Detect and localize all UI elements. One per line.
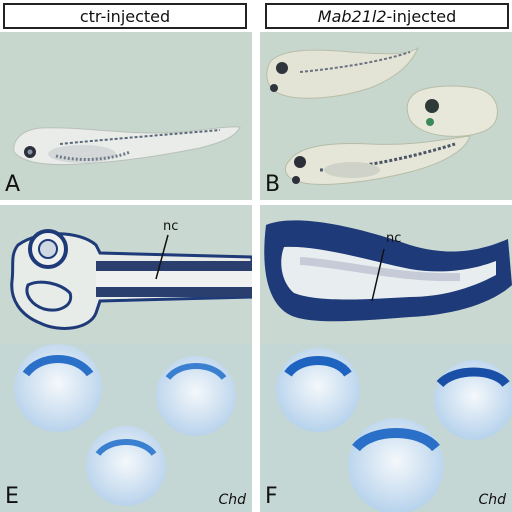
header-mab21l2-injected: Mab21l2 -injected (265, 3, 509, 29)
header-gene-suffix: -injected (386, 6, 457, 26)
header-ctr-injected: ctr-injected (3, 3, 247, 29)
panel-e-gene-label: Chd (218, 492, 246, 508)
panel-d-nc-label: nc (386, 231, 402, 246)
panel-a: A (0, 32, 252, 200)
panel-c-section-image (10, 229, 252, 330)
panel-f-embryos-image (276, 348, 512, 512)
panel-f-gene-label: Chd (478, 492, 506, 508)
panel-e-embryos-image (14, 344, 236, 506)
panel-f: F Chd (260, 344, 512, 512)
panel-b: B (260, 32, 512, 200)
panel-e-letter: E (5, 484, 19, 509)
panel-d-section-image (264, 220, 512, 322)
panel-b-tadpoles-image (266, 46, 498, 185)
panel-f-letter: F (265, 484, 278, 509)
header-gene-name: Mab21l2 (317, 6, 387, 26)
panel-b-letter: B (265, 172, 281, 197)
panel-a-tadpole-image (13, 126, 241, 166)
panel-c-nc-label: nc (163, 219, 179, 234)
panel-a-letter: A (5, 172, 21, 197)
header-ctr-label: ctr-injected (79, 6, 171, 26)
panel-e: E Chd (0, 344, 252, 512)
